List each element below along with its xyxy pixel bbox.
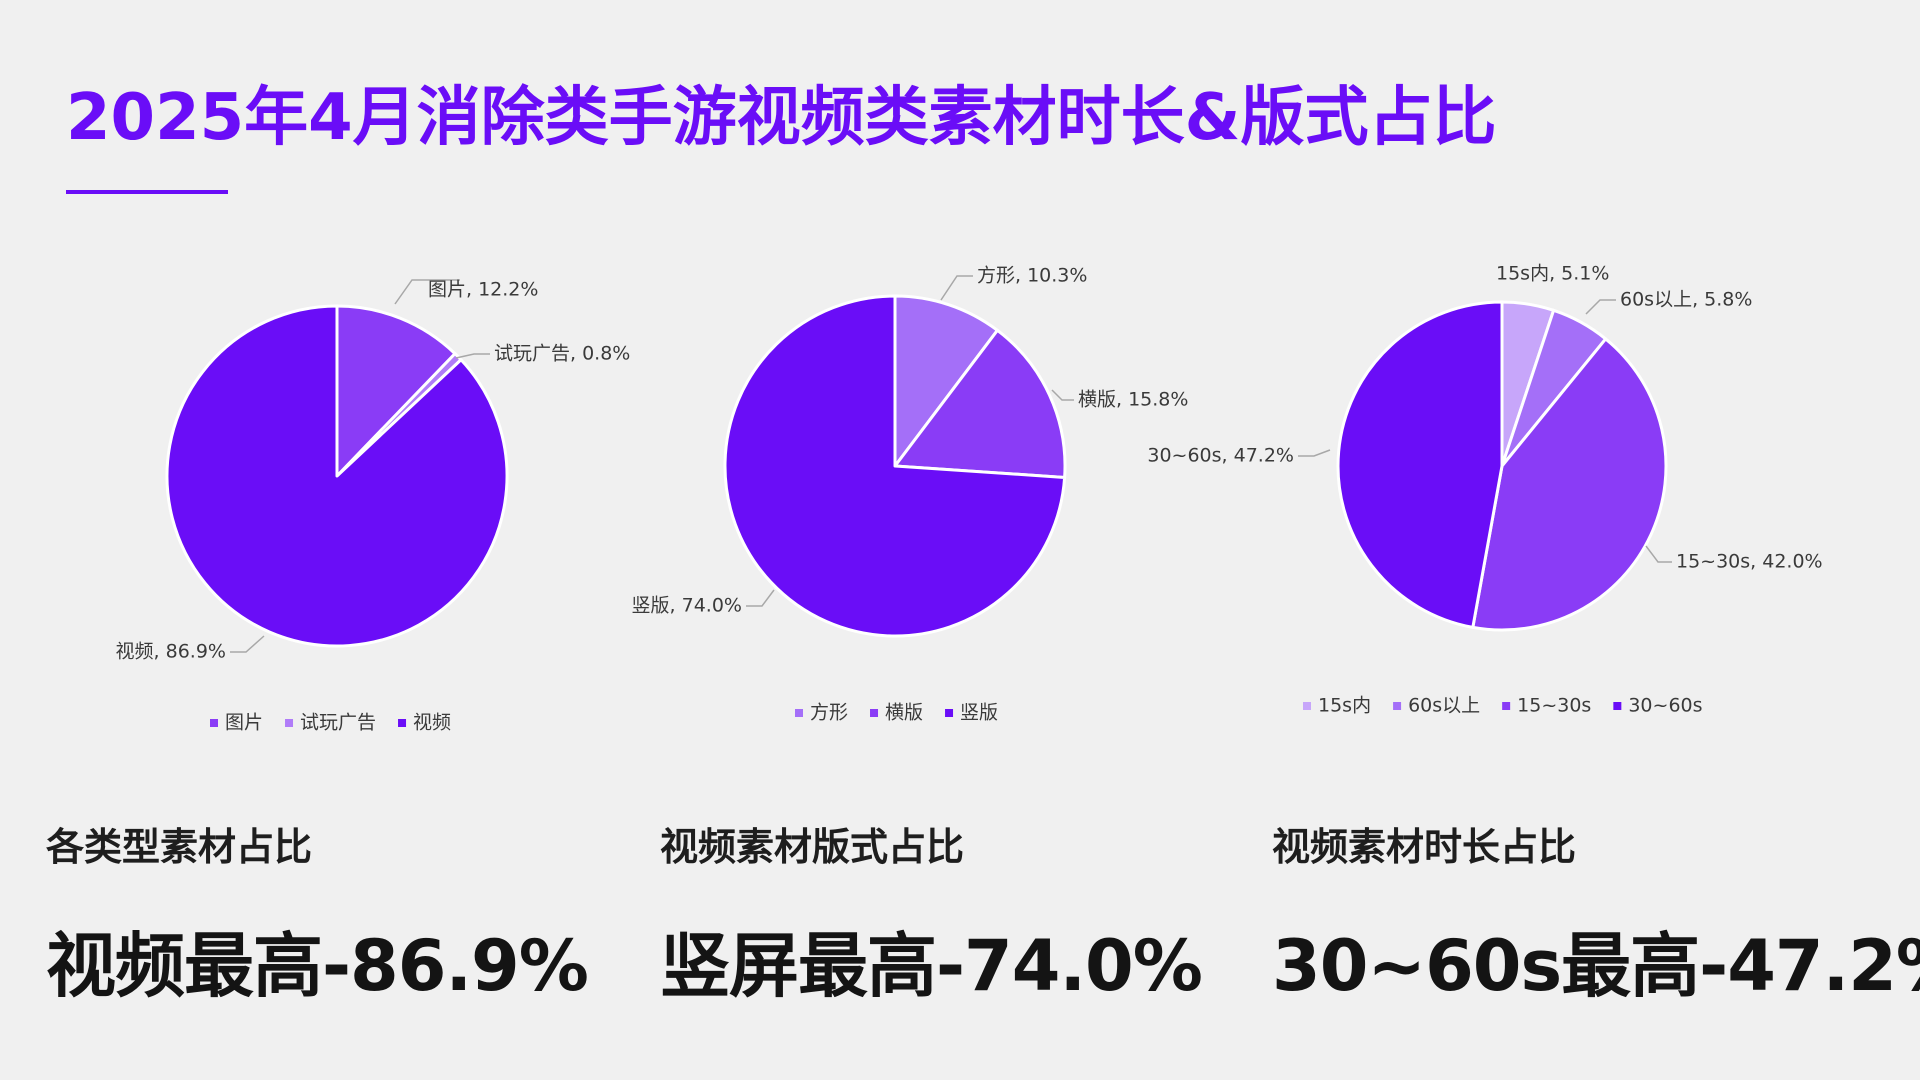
summary-highlight-material-type: 视频最高-86.9% — [46, 925, 589, 1007]
legend-swatch-over-60s — [1393, 702, 1402, 710]
pie-chart-video-duration: 15s内, 5.1% 60s以上, 5.8% 15~30s, 42.0% 30~60s… — [1147, 263, 1823, 717]
legend-swatch-video — [398, 719, 407, 727]
leader-line-15-30s — [1645, 545, 1672, 563]
leader-line-30-60s — [1298, 449, 1331, 457]
legend-label-landscape: 横版 — [885, 702, 923, 724]
legend-swatch-30-60s — [1613, 702, 1622, 710]
page-title: 2025年4月消除类手游视频类素材时长&版式占比 — [66, 81, 1497, 155]
slice-label-30-60s: 30~60s, 47.2% — [1147, 445, 1294, 467]
leader-line-video — [230, 635, 265, 653]
pie-chart-video-format: 方形, 10.3% 横版, 15.8% 竖版, 74.0% 方形 横版 竖版 — [632, 265, 1189, 724]
legend-label-video: 视频 — [413, 712, 451, 734]
pie-slice-video — [165, 304, 509, 648]
leader-line-playable-ad — [455, 353, 490, 359]
legend-label-portrait: 竖版 — [960, 702, 998, 724]
pie-slice-landscape — [893, 328, 1067, 479]
pie-chart-material-type: 图片, 12.2% 试玩广告, 0.8% 视频, 86.9% 图片 试玩广告 视频 — [116, 279, 631, 734]
summary-highlight-video-duration: 30~60s最高-47.2% — [1272, 925, 1920, 1007]
legend-swatch-landscape — [870, 709, 879, 717]
slice-label-over-60s: 60s以上, 5.8% — [1620, 289, 1752, 311]
pie-slice-30-60s — [1336, 300, 1504, 629]
legend-swatch-playable-ad — [285, 719, 294, 727]
legend-label-square: 方形 — [810, 702, 848, 724]
slice-label-landscape: 横版, 15.8% — [1078, 389, 1188, 411]
summary-heading-video-duration: 视频素材时长占比 — [1272, 825, 1577, 869]
legend-swatch-under-15s — [1303, 702, 1311, 710]
leader-line-square — [940, 275, 973, 301]
legend-label-over-60s: 60s以上 — [1408, 695, 1480, 717]
slice-label-portrait: 竖版, 74.0% — [632, 595, 742, 617]
pie-slice-image — [335, 304, 457, 478]
slice-label-under-15s: 15s内, 5.1% — [1496, 263, 1609, 285]
title-underline — [66, 190, 228, 194]
pie-slice-square — [893, 294, 999, 468]
slice-label-15-30s: 15~30s, 42.0% — [1676, 551, 1823, 573]
slice-label-square: 方形, 10.3% — [977, 265, 1087, 287]
summary-highlight-video-format: 竖屏最高-74.0% — [660, 925, 1203, 1007]
legend-swatch-portrait — [945, 709, 954, 717]
legend-swatch-image — [210, 719, 218, 727]
legend-swatch-15-30s — [1502, 702, 1511, 710]
legend-label-image: 图片 — [225, 712, 263, 734]
legend-swatch-square — [795, 709, 803, 717]
legend-label-15-30s: 15~30s — [1517, 695, 1591, 717]
pie-slice-15-30s — [1471, 337, 1668, 632]
pie-slice-portrait — [723, 294, 1067, 638]
slice-label-playable-ad: 试玩广告, 0.8% — [494, 343, 630, 365]
summary-heading-video-format: 视频素材版式占比 — [660, 825, 965, 869]
leader-line-image — [394, 279, 460, 305]
leader-line-landscape — [1051, 389, 1074, 401]
legend-label-playable-ad: 试玩广告 — [300, 712, 376, 734]
slice-label-video: 视频, 86.9% — [116, 641, 226, 663]
legend-label-under-15s: 15s内 — [1318, 695, 1371, 717]
leader-line-over-60s — [1585, 299, 1616, 315]
summary-heading-material-type: 各类型素材占比 — [46, 825, 313, 869]
leader-line-portrait — [746, 589, 775, 607]
slice-label-image: 图片, 12.2% — [428, 279, 538, 301]
legend-label-30-60s: 30~60s — [1628, 695, 1702, 717]
